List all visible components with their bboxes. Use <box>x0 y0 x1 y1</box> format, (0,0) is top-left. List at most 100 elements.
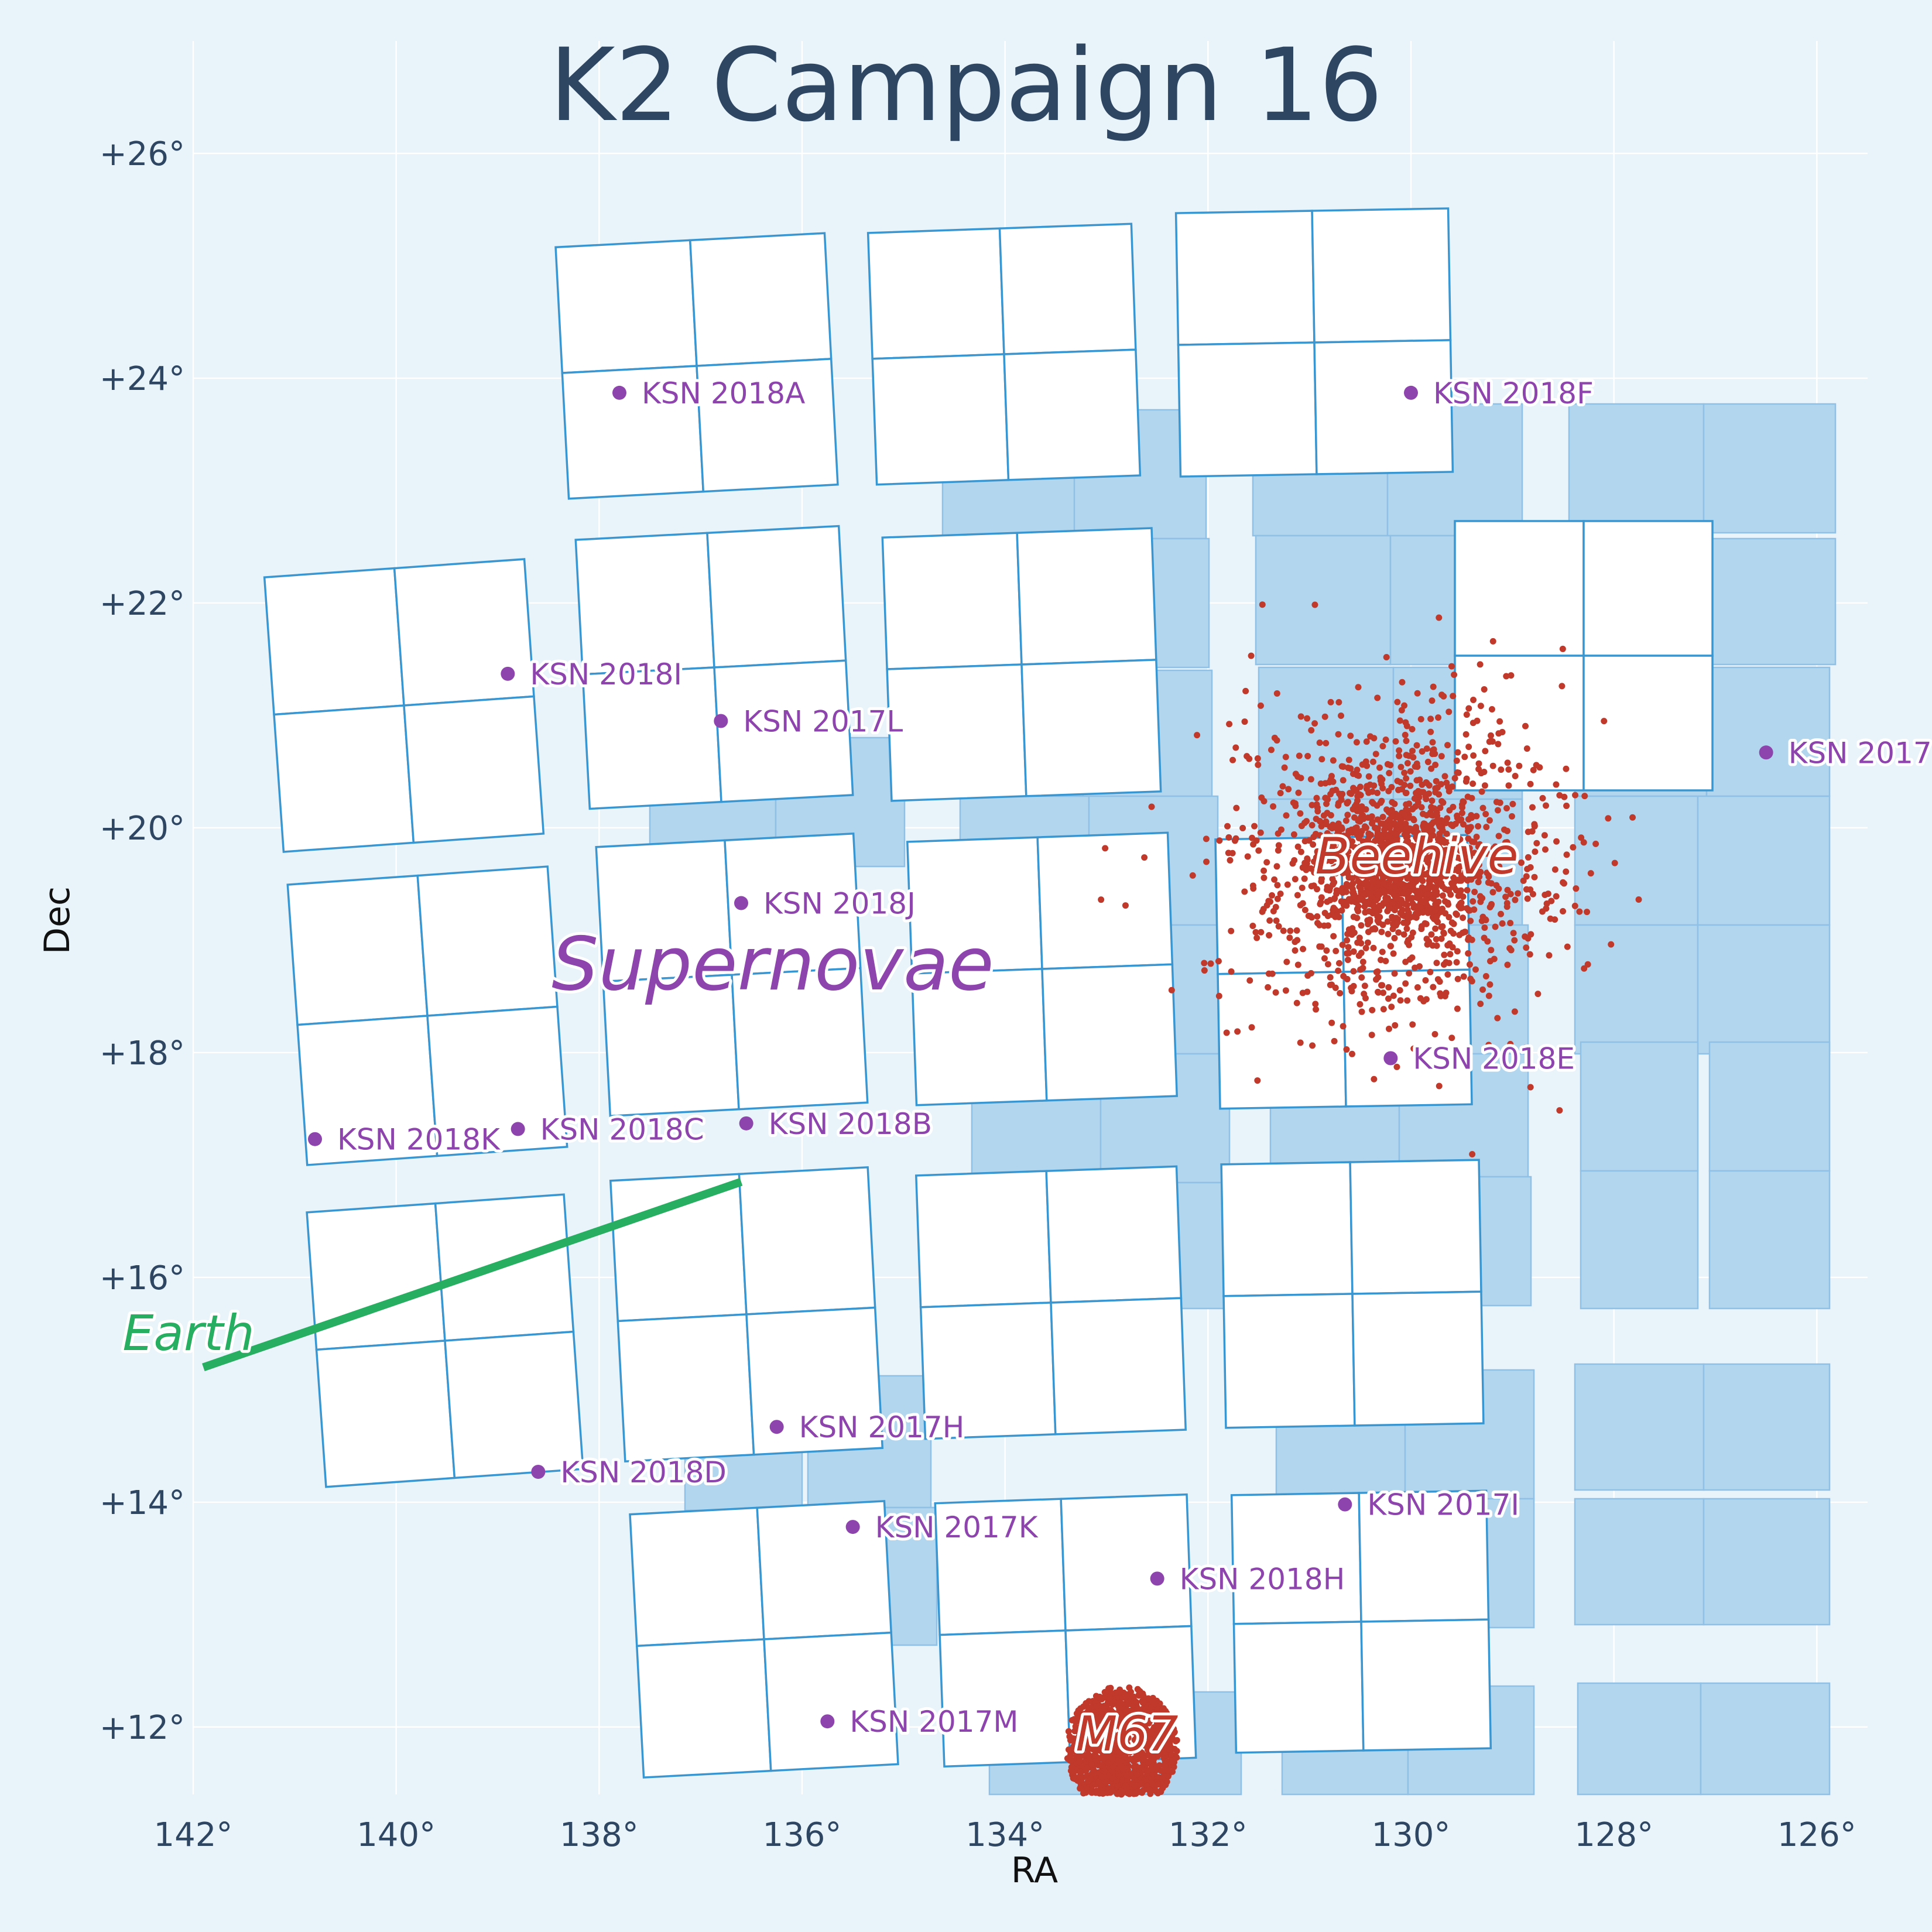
cluster-star <box>1357 885 1364 892</box>
cluster-star <box>1287 927 1294 934</box>
cluster-star <box>1379 743 1386 750</box>
cluster-star <box>1498 910 1505 917</box>
cluster-star <box>1148 1730 1155 1737</box>
cluster-star <box>1224 823 1231 830</box>
cluster-star <box>1228 968 1235 975</box>
cluster-star <box>1405 862 1412 869</box>
cluster-star <box>1398 707 1405 714</box>
cluster-star <box>1601 718 1608 725</box>
cluster-star <box>1369 758 1376 765</box>
cluster-star <box>1403 873 1410 881</box>
cluster-star <box>1389 799 1396 806</box>
cluster-star <box>1457 887 1464 894</box>
cluster-star <box>1534 991 1542 998</box>
cluster-star <box>1449 944 1456 951</box>
previous-footprint-ccd <box>1580 1170 1699 1310</box>
cluster-star <box>1314 886 1321 893</box>
cluster-star <box>1458 899 1465 906</box>
cluster-star <box>1350 785 1357 792</box>
cluster-star <box>1402 980 1409 987</box>
ccd-chip <box>938 1629 1071 1768</box>
cluster-star <box>1331 1037 1338 1044</box>
cluster-star <box>1421 899 1428 906</box>
cluster-star <box>1477 661 1484 668</box>
cluster-star <box>1386 816 1393 823</box>
cluster-star <box>1370 944 1377 951</box>
cluster-star <box>1414 836 1421 843</box>
cluster-star <box>1444 942 1451 949</box>
cluster-star <box>1130 1693 1137 1700</box>
cluster-star <box>1355 684 1362 691</box>
ccd-chip <box>1222 1293 1356 1429</box>
ccd-chip <box>574 532 715 676</box>
cluster-star <box>1111 1740 1118 1747</box>
cluster-star <box>1447 951 1454 958</box>
cluster-star <box>1448 821 1455 828</box>
cluster-star <box>1572 792 1579 799</box>
cluster-star <box>1431 805 1438 812</box>
cluster-star <box>1362 879 1369 886</box>
cluster-star <box>1340 777 1347 784</box>
previous-footprint-ccd <box>1708 1041 1831 1172</box>
cluster-star <box>1317 899 1324 906</box>
supernova-ksn-2018d: KSN 2018D <box>531 1453 729 1492</box>
cluster-star <box>1156 1750 1163 1757</box>
cluster-star <box>1354 797 1361 804</box>
cluster-star <box>1128 1746 1135 1753</box>
cluster-star <box>1096 1693 1103 1700</box>
cluster-star <box>1468 814 1475 821</box>
cluster-star <box>1504 759 1511 766</box>
ccd-chip <box>756 1500 893 1640</box>
cluster-star <box>1398 864 1405 871</box>
cluster-star <box>1282 987 1289 994</box>
cluster-star <box>1189 872 1196 879</box>
cluster-star <box>1432 901 1439 908</box>
cluster-star <box>1201 960 1208 967</box>
cluster-star <box>1471 888 1478 895</box>
ccd-chip <box>1016 527 1157 666</box>
supernova-label: KSN 2017I <box>1367 1488 1519 1522</box>
cluster-star <box>1543 905 1550 912</box>
cluster-star <box>1284 881 1291 888</box>
cluster-star <box>1324 830 1331 837</box>
cluster-star <box>1297 1039 1304 1046</box>
cluster-star <box>1523 745 1530 752</box>
cluster-star <box>1345 756 1352 763</box>
cluster-star <box>1123 1772 1131 1779</box>
cluster-star <box>1466 845 1473 852</box>
cluster-star <box>1427 905 1434 912</box>
cluster-star <box>1123 1706 1130 1713</box>
cluster-star <box>1345 764 1352 771</box>
ccd-chip <box>688 232 833 367</box>
cluster-star <box>1436 1083 1443 1090</box>
cluster-star <box>1445 901 1452 908</box>
cluster-star <box>1142 1732 1149 1739</box>
cluster-star <box>1069 1769 1076 1776</box>
cluster-star <box>1508 947 1515 954</box>
cluster-star <box>1368 1032 1375 1039</box>
cluster-star <box>1331 906 1338 913</box>
cluster-star <box>1433 960 1440 967</box>
ccd-chip <box>1349 1159 1482 1295</box>
cluster-star <box>1611 859 1618 866</box>
y-tick-label: +14° <box>100 1484 185 1522</box>
cluster-star <box>1396 747 1403 754</box>
cluster-star <box>1137 1743 1144 1750</box>
cluster-star <box>1131 1763 1138 1770</box>
cluster-star <box>1505 766 1512 773</box>
supernova-marker <box>1383 1051 1398 1066</box>
cluster-star <box>1117 1763 1124 1770</box>
cluster-star <box>1490 845 1497 852</box>
cluster-star <box>1396 987 1403 994</box>
cluster-star <box>1355 854 1362 861</box>
cluster-star <box>1317 780 1324 787</box>
cluster-star <box>1469 1151 1476 1158</box>
supernova-ksn-2017k: KSN 2017K <box>845 1508 1042 1547</box>
cluster-star <box>1409 900 1416 907</box>
cluster-star <box>1293 927 1300 934</box>
cluster-star <box>1635 896 1642 903</box>
cluster-star <box>1103 1779 1110 1786</box>
cluster-star <box>1314 848 1321 855</box>
cluster-star <box>1407 782 1414 789</box>
cluster-star <box>1444 815 1451 822</box>
